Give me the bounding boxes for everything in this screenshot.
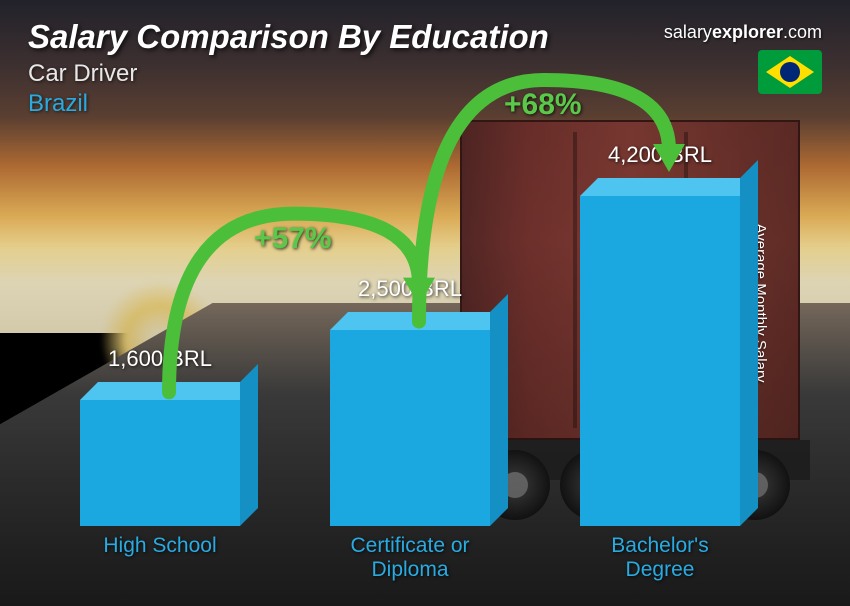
increase-arrow: +68% [60, 136, 780, 576]
bar-chart: 1,600 BRLHigh School2,500 BRLCertificate… [60, 136, 780, 576]
percent-increase-label: +68% [504, 88, 582, 122]
chart-title: Salary Comparison By Education [28, 18, 549, 56]
chart-subtitle-job: Car Driver [28, 60, 549, 88]
brand-logo: salaryexplorer.com [664, 22, 822, 43]
country-flag-icon [758, 50, 822, 94]
